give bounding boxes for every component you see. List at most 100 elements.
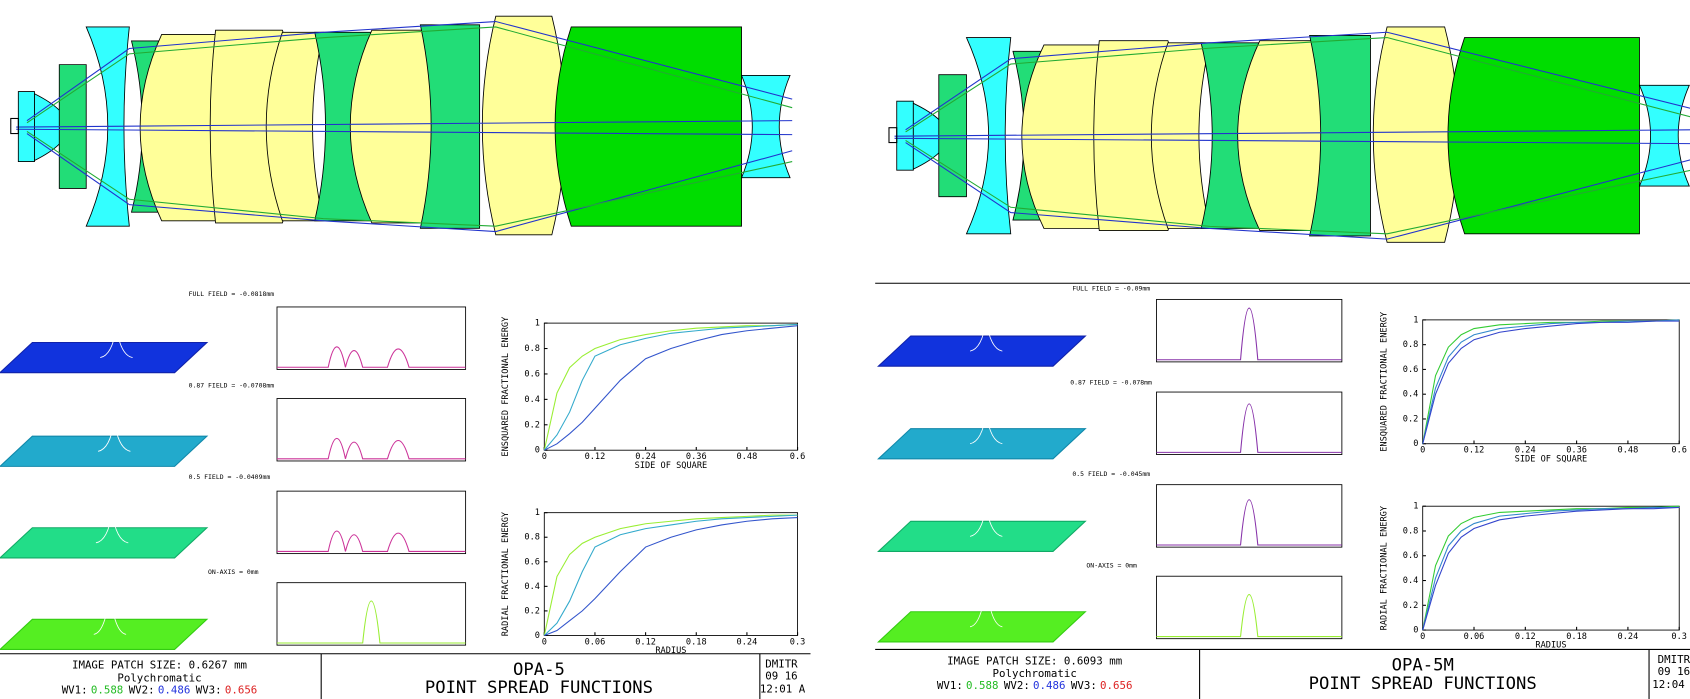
y-tick-label: 0.6 <box>1403 365 1419 375</box>
psf-profile-curve <box>1156 307 1342 361</box>
energy-curve <box>543 323 798 451</box>
psf-profile-frame <box>1156 484 1343 548</box>
patch-size: IMAGE PATCH SIZE: 0.6093 mm <box>947 654 1122 667</box>
y-tick-label: 1 <box>1413 502 1418 512</box>
y-axis-label: RADIAL FRACTIONAL ENERGY <box>501 511 511 636</box>
energy-curve <box>1422 320 1680 444</box>
x-tick-label: 0.36 <box>686 452 707 462</box>
psf-profile-frame <box>276 582 467 646</box>
psf-profile-frame <box>1156 575 1343 640</box>
psf-peak <box>969 320 1003 352</box>
date: 09 16 <box>1658 665 1690 678</box>
lens-element <box>419 24 481 229</box>
time: 12:04 A <box>1652 678 1690 691</box>
field-label: 0.5 FIELD = -0.045mm <box>1072 470 1150 478</box>
psf-surface <box>877 335 1087 367</box>
x-tick-label: 0.12 <box>585 452 606 462</box>
x-tick-label: 0.3 <box>1671 632 1687 642</box>
object-source <box>10 117 19 135</box>
ray <box>894 129 1690 137</box>
ray <box>905 139 1690 235</box>
psf-peak <box>100 327 133 359</box>
lens-element <box>554 26 742 227</box>
x-axis-label: RADIUS <box>655 646 686 656</box>
x-tick-label: 0.18 <box>1566 632 1587 642</box>
y-tick-label: 0.4 <box>1403 576 1419 586</box>
y-tick-label: 0 <box>1413 439 1418 449</box>
x-tick-label: 0.6 <box>1671 446 1687 456</box>
drawing-title: OPA-5M <box>1392 656 1454 676</box>
y-tick-label: 0.8 <box>1403 526 1419 536</box>
x-tick-label: 0.06 <box>1464 632 1485 642</box>
object-source <box>888 127 898 144</box>
wavelength-label: WV3: <box>196 683 222 696</box>
ray <box>26 26 793 124</box>
x-tick-label: 0 <box>1420 446 1425 456</box>
ray <box>16 120 793 128</box>
lens-element <box>1372 26 1459 243</box>
wavelength-label: WV3: <box>1071 679 1097 692</box>
psf-surface <box>0 341 209 374</box>
date: 09 16 <box>765 669 797 682</box>
psf-profile-curve <box>1156 403 1342 453</box>
plot-frame <box>543 512 799 636</box>
y-tick-label: 0.4 <box>1403 390 1419 400</box>
psf-profile-frame <box>276 306 467 370</box>
psf-profile-frame <box>1156 391 1343 455</box>
ray <box>905 31 1690 131</box>
energy-curve <box>1422 506 1680 631</box>
y-axis-label: ENSQUARED FRACTIONAL ENERGY <box>501 316 511 457</box>
y-tick-label: 0.6 <box>524 557 540 567</box>
lens-element <box>1447 37 1640 235</box>
y-tick-label: 1 <box>535 319 540 329</box>
x-tick-label: 0.48 <box>1618 446 1639 456</box>
x-axis-label: SIDE OF SQUARE <box>635 461 708 471</box>
psf-peak <box>969 506 1003 537</box>
field-label: 0.5 FIELD = -0.0409mm <box>189 473 271 481</box>
y-tick-label: 0.6 <box>1403 551 1419 561</box>
y-tick-label: 0.8 <box>1403 340 1419 350</box>
drawing-title: OPA-5 <box>513 660 565 680</box>
wavelength-value: 0.656 <box>225 683 257 696</box>
energy-curve <box>1422 505 1680 631</box>
psf-profile-curve <box>276 437 466 460</box>
y-tick-label: 0 <box>535 446 540 456</box>
y-tick-label: 0.2 <box>1403 601 1419 611</box>
wavelength-value: 0.588 <box>91 683 123 696</box>
x-tick-label: 0.3 <box>790 637 806 647</box>
x-tick-label: 0.12 <box>1464 446 1485 456</box>
x-axis-label: RADIUS <box>1535 641 1566 651</box>
y-tick-label: 0.8 <box>524 533 540 543</box>
psf-peak <box>93 591 127 635</box>
x-tick-label: 0.18 <box>686 637 707 647</box>
wavelength-label: WV2: <box>1004 679 1030 692</box>
mode: Polychromatic <box>993 667 1077 680</box>
energy-curve <box>543 514 798 636</box>
y-tick-label: 0 <box>535 631 540 641</box>
psf-profile-curve <box>276 346 466 368</box>
psf-surface <box>0 435 209 467</box>
ray <box>905 36 1690 133</box>
psf-peak <box>969 413 1003 445</box>
author: DMITR <box>1658 653 1690 666</box>
ray <box>16 128 793 136</box>
author: DMITR <box>765 658 798 671</box>
y-tick-label: 0.4 <box>524 395 540 405</box>
y-tick-label: 0 <box>1413 626 1418 636</box>
energy-curve <box>543 514 798 636</box>
x-tick-label: 0.6 <box>790 452 806 462</box>
psf-profile-curve <box>276 530 466 552</box>
field-label: ON-AXIS = 0mm <box>1086 561 1137 569</box>
field-label: FULL FIELD = -0.09mm <box>1072 285 1150 293</box>
x-tick-label: 0.48 <box>737 452 758 462</box>
y-tick-label: 0.8 <box>524 344 540 354</box>
lens-element <box>1638 84 1690 187</box>
y-tick-label: 1 <box>1413 315 1418 325</box>
psf-peak <box>97 421 131 452</box>
x-tick-label: 0.24 <box>1515 446 1536 456</box>
x-tick-label: 0.06 <box>585 637 606 647</box>
drawing-subtitle: POINT SPREAD FUNCTIONS <box>425 678 653 698</box>
psf-surface <box>0 618 209 650</box>
energy-curve <box>544 517 798 636</box>
